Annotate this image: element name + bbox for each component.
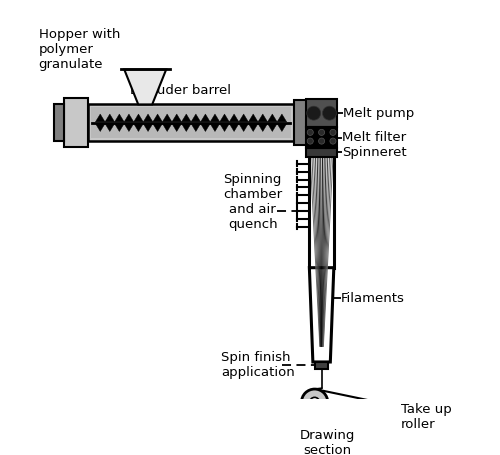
Text: Melt pump: Melt pump (344, 106, 414, 120)
Bar (88, 104, 294, 141)
Bar (54, 104, 64, 141)
Circle shape (307, 129, 314, 136)
Polygon shape (191, 124, 200, 131)
Polygon shape (153, 124, 162, 131)
Text: Hopper with
polymer
granulate: Hopper with polymer granulate (38, 28, 120, 71)
Circle shape (302, 389, 328, 415)
Text: Spinneret: Spinneret (342, 146, 406, 159)
Circle shape (370, 415, 384, 428)
Polygon shape (239, 124, 248, 131)
Polygon shape (258, 124, 268, 131)
Polygon shape (210, 124, 220, 131)
Text: Filaments: Filaments (341, 292, 404, 305)
Polygon shape (200, 124, 210, 131)
Text: Extruder barrel: Extruder barrel (130, 85, 232, 97)
Polygon shape (182, 114, 191, 122)
Bar (306, 127, 338, 148)
Polygon shape (144, 114, 153, 122)
Polygon shape (105, 124, 115, 131)
Polygon shape (144, 124, 153, 131)
Bar (306, 115, 320, 131)
Polygon shape (310, 100, 320, 146)
Circle shape (318, 129, 324, 136)
Circle shape (358, 402, 397, 440)
Bar (294, 100, 310, 146)
Polygon shape (210, 114, 220, 122)
Bar (91, 107, 291, 138)
Polygon shape (200, 114, 210, 122)
Polygon shape (172, 124, 182, 131)
Polygon shape (220, 124, 230, 131)
Text: Melt filter: Melt filter (342, 131, 406, 144)
Circle shape (307, 138, 314, 144)
Polygon shape (230, 124, 239, 131)
Polygon shape (105, 114, 115, 122)
Polygon shape (124, 124, 134, 131)
Polygon shape (124, 70, 166, 104)
Circle shape (318, 138, 324, 144)
Polygon shape (162, 114, 172, 122)
Circle shape (330, 138, 336, 144)
Polygon shape (268, 124, 277, 131)
Polygon shape (124, 114, 134, 122)
Polygon shape (248, 124, 258, 131)
Polygon shape (153, 114, 162, 122)
Polygon shape (114, 114, 124, 122)
Bar (306, 148, 338, 157)
Polygon shape (258, 114, 268, 122)
Circle shape (307, 106, 320, 120)
Bar (306, 99, 338, 127)
Circle shape (330, 129, 336, 136)
Polygon shape (230, 114, 239, 122)
Bar (64, 98, 88, 147)
Polygon shape (134, 114, 143, 122)
Polygon shape (96, 114, 105, 122)
Polygon shape (277, 124, 286, 131)
Text: Spin finish
application: Spin finish application (221, 351, 295, 379)
Text: Spinning
chamber
and air
quench: Spinning chamber and air quench (223, 173, 282, 231)
Bar (316, 362, 328, 369)
Polygon shape (191, 114, 200, 122)
Polygon shape (172, 114, 182, 122)
Circle shape (376, 419, 380, 424)
Polygon shape (239, 114, 248, 122)
Text: Drawing
section: Drawing section (300, 429, 356, 455)
Polygon shape (277, 114, 286, 122)
Circle shape (310, 397, 320, 407)
Polygon shape (96, 124, 105, 131)
Polygon shape (114, 124, 124, 131)
Text: Take up
roller: Take up roller (401, 403, 452, 431)
Circle shape (322, 106, 336, 120)
Polygon shape (162, 124, 172, 131)
Polygon shape (268, 114, 277, 122)
Polygon shape (182, 124, 191, 131)
Polygon shape (134, 124, 143, 131)
Polygon shape (248, 114, 258, 122)
Polygon shape (220, 114, 230, 122)
Polygon shape (310, 268, 334, 362)
